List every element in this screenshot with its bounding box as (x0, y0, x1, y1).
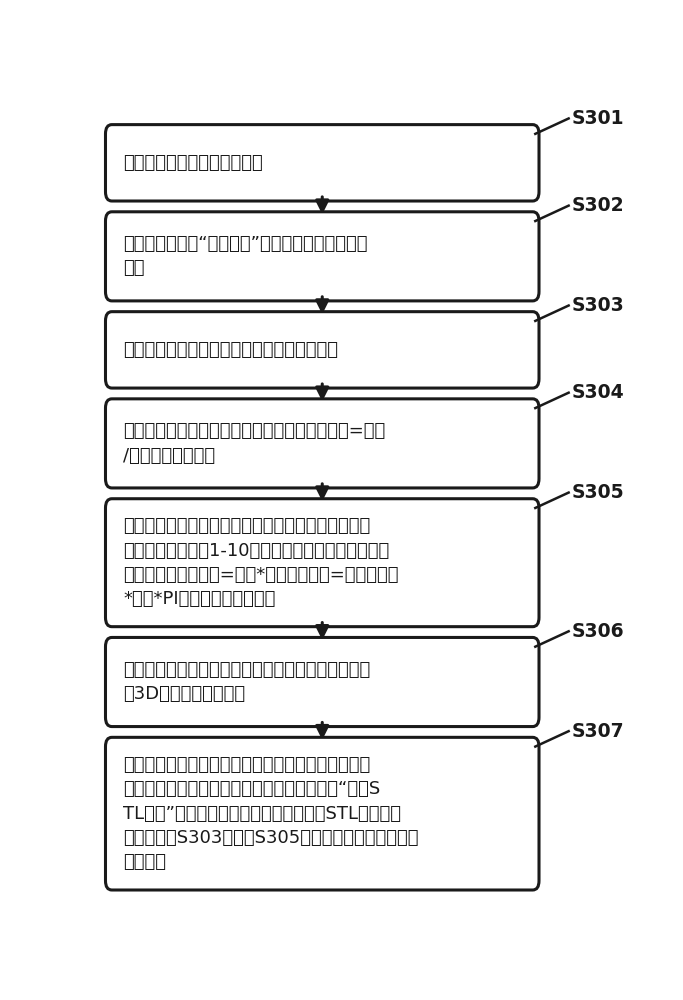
Text: S305: S305 (572, 483, 624, 502)
Text: S307: S307 (572, 722, 624, 741)
FancyBboxPatch shape (105, 125, 539, 201)
FancyBboxPatch shape (105, 312, 539, 388)
Text: 在项目栏中选择“药片设计”，从子菜单中选择药片
形状: 在项目栏中选择“药片设计”，从子菜单中选择药片 形状 (124, 235, 368, 277)
FancyBboxPatch shape (105, 399, 539, 488)
Text: 药片剂量及参数录入完毕后，主控计算机显示打印后
的3D药物外观三维模型: 药片剂量及参数录入完毕后，主控计算机显示打印后 的3D药物外观三维模型 (124, 661, 371, 703)
Text: 生成任意剂量的药片剂量指令，将生成的含有药物剂
量信息的药片剂量指令保存，在项目栏中选择“产生S
TL文件”，将生成的含有药物剂量信息的STL文件保存
；重复步: 生成任意剂量的药片剂量指令，将生成的含有药物剂 量信息的药片剂量指令保存，在项目… (124, 756, 419, 871)
FancyBboxPatch shape (105, 737, 539, 890)
FancyBboxPatch shape (105, 637, 539, 727)
Text: 根据需要打印的圆柱形片型的大小，输入半径与高度
的比率，其范围为1-10，而根据上述步骤计算出的体
积大小，再根据高度=半径*比率以及体积=半径的平方
*高度*: 根据需要打印的圆柱形片型的大小，输入半径与高度 的比率，其范围为1-10，而根据… (124, 517, 399, 608)
FancyBboxPatch shape (105, 212, 539, 301)
Text: 根据需要打印的片型原料，输入密度，根据体积=重量
/密度计算体积大小: 根据需要打印的片型原料，输入密度，根据体积=重量 /密度计算体积大小 (124, 422, 386, 465)
Text: S304: S304 (572, 383, 624, 402)
Text: 根据需要打印的片型的剂量，输入片剂的重量: 根据需要打印的片型的剂量，输入片剂的重量 (124, 341, 339, 359)
Text: S306: S306 (572, 622, 624, 641)
Text: S301: S301 (572, 109, 624, 128)
Text: S302: S302 (572, 196, 624, 215)
FancyBboxPatch shape (105, 499, 539, 627)
Text: 打开应用程序，进入操作界面: 打开应用程序，进入操作界面 (124, 154, 263, 172)
Text: S303: S303 (572, 296, 624, 315)
